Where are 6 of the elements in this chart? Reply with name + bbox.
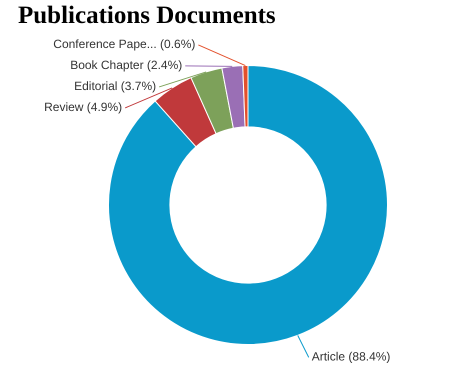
slice-label: Article (88.4%): [312, 350, 390, 364]
slice-label: Book Chapter (2.4%): [70, 58, 182, 72]
slice-label: Editorial (3.7%): [74, 79, 156, 94]
slice-label: Review (4.9%): [44, 100, 122, 114]
slice-label: Conference Pape... (0.6%): [53, 37, 196, 52]
chart-title: Publications Documents: [18, 2, 276, 30]
